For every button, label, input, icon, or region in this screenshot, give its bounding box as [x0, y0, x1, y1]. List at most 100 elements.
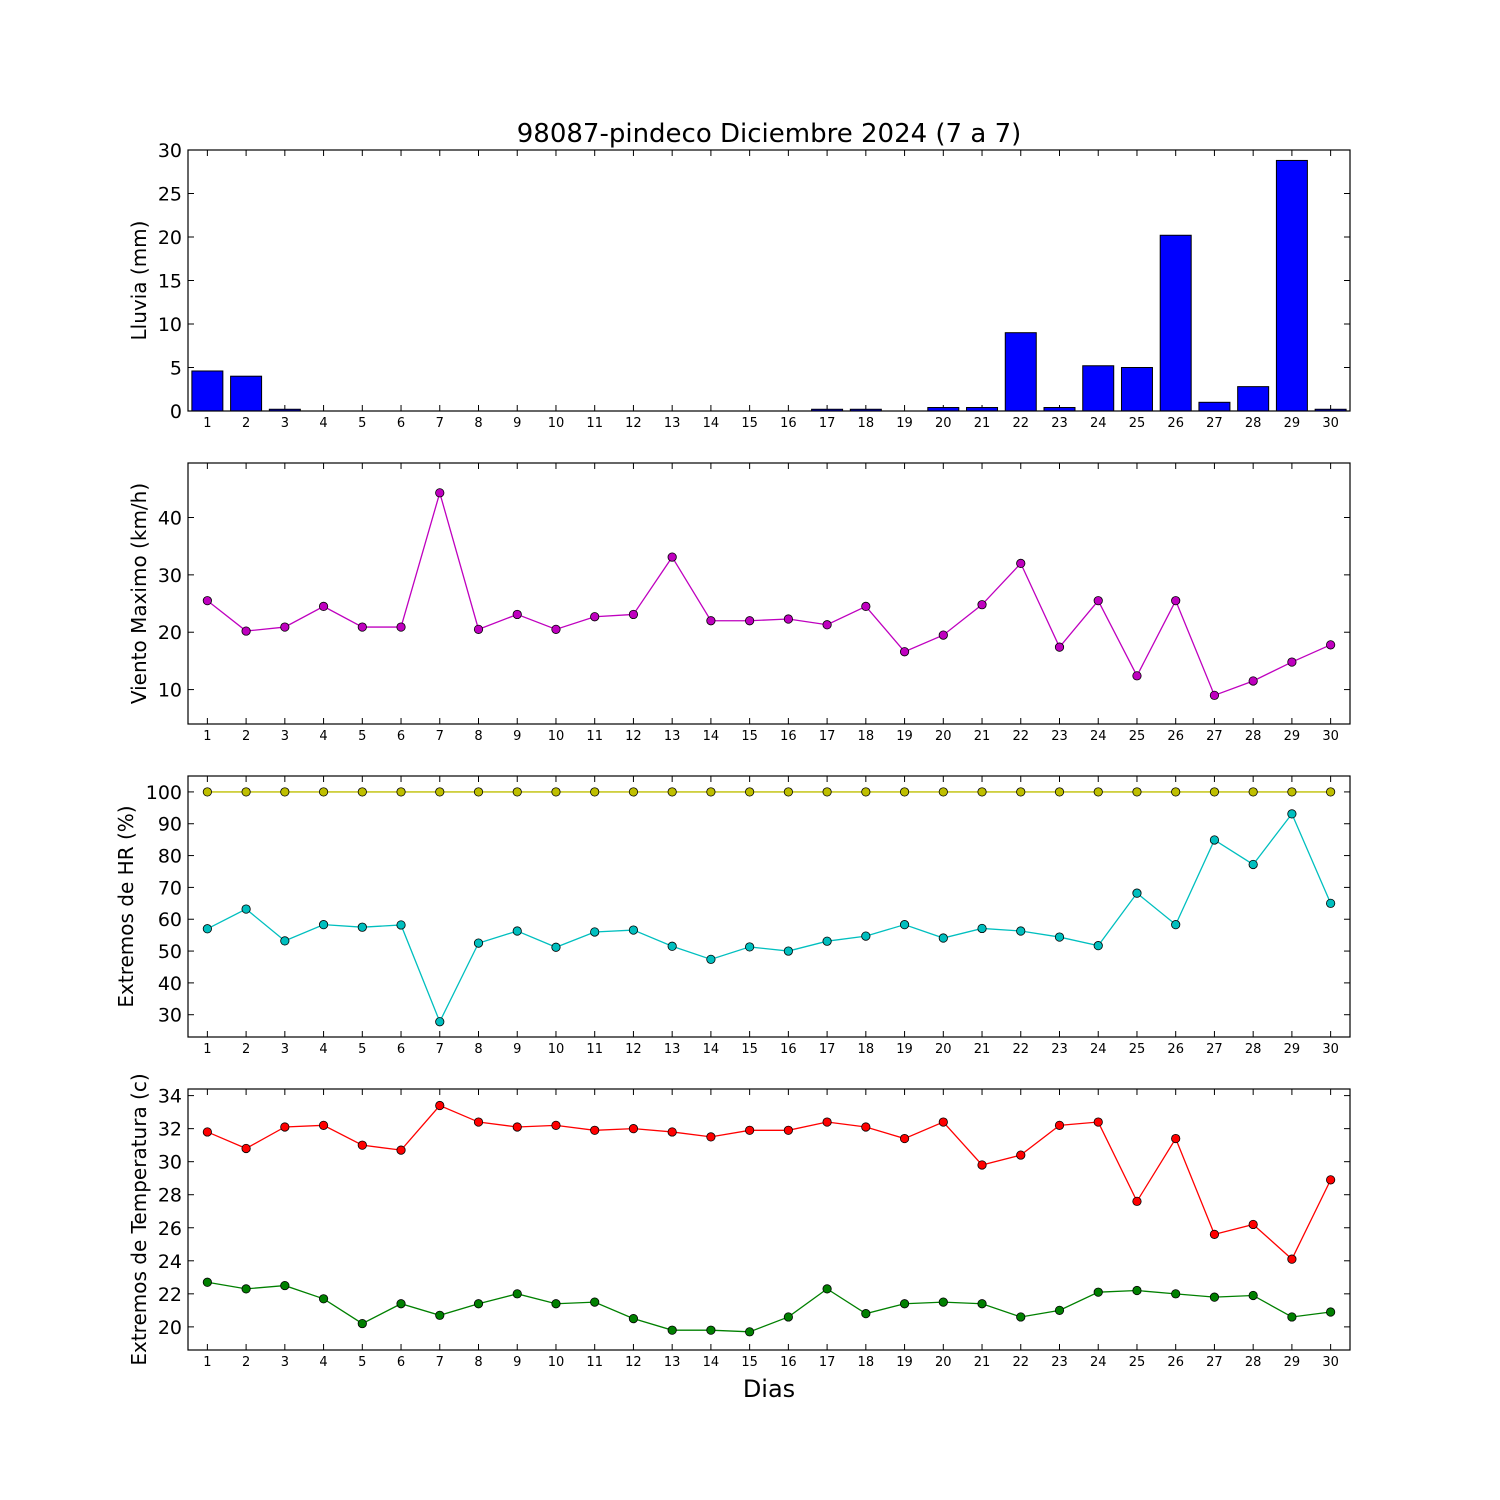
- x-tick-label: 24: [1090, 416, 1107, 431]
- data-point: [512, 926, 522, 936]
- data-point: [590, 787, 600, 797]
- x-tick-label: 1: [203, 416, 211, 431]
- y-tick-label: 70: [158, 877, 182, 899]
- y-tick-label: 60: [158, 909, 182, 931]
- data-point: [899, 1133, 910, 1144]
- data-point: [783, 1312, 793, 1322]
- data-point: [861, 1309, 871, 1319]
- x-tick-label: 5: [358, 729, 366, 744]
- data-point: [1209, 835, 1220, 845]
- x-tick-label: 25: [1129, 729, 1146, 744]
- data-point: [822, 1117, 832, 1127]
- x-tick-label: 12: [625, 1355, 642, 1370]
- x-tick-label: 23: [1051, 729, 1068, 744]
- data-point: [318, 601, 329, 612]
- data-point: [202, 924, 212, 934]
- x-tick-label: 1: [203, 1355, 211, 1370]
- x-tick-label: 11: [586, 729, 603, 744]
- x-axis-label: Dias: [743, 1375, 795, 1403]
- data-point: [590, 1297, 600, 1307]
- x-tick-label: 1: [203, 729, 211, 744]
- data-point: [1326, 1307, 1336, 1317]
- data-point: [396, 787, 406, 797]
- y-tick-label: 40: [158, 507, 182, 529]
- data-point: [202, 596, 212, 606]
- x-tick-label: 4: [319, 1042, 327, 1057]
- chart-title: 98087-pindeco Diciembre 2024 (7 a 7): [517, 119, 1022, 149]
- y-tick-label: 22: [158, 1284, 182, 1306]
- x-tick-label: 14: [703, 729, 720, 744]
- x-tick-label: 28: [1245, 729, 1262, 744]
- x-tick-label: 18: [858, 1042, 875, 1057]
- x-tick-label: 3: [281, 729, 289, 744]
- data-point: [706, 1325, 716, 1335]
- x-tick-label: 22: [1012, 1042, 1029, 1057]
- x-tick-label: 14: [703, 1355, 720, 1370]
- x-tick-label: 17: [819, 416, 836, 431]
- data-point: [706, 787, 716, 797]
- data-point: [1171, 920, 1181, 930]
- data-point: [280, 936, 290, 946]
- x-tick-label: 19: [896, 1355, 913, 1370]
- x-tick-label: 15: [741, 416, 758, 431]
- data-point: [628, 609, 639, 620]
- x-tick-label: 24: [1090, 1042, 1107, 1057]
- data-point: [1171, 1133, 1181, 1144]
- data-point: [822, 620, 832, 630]
- x-tick-label: 9: [513, 416, 521, 431]
- x-tick-label: 15: [741, 1355, 758, 1370]
- data-point: [357, 622, 367, 632]
- data-point: [1171, 1289, 1181, 1299]
- x-tick-label: 3: [281, 416, 289, 431]
- x-tick-label: 21: [974, 729, 991, 744]
- x-tick-label: 14: [703, 416, 720, 431]
- x-tick-label: 29: [1284, 729, 1301, 744]
- data-point: [396, 622, 406, 632]
- data-point: [938, 1117, 948, 1127]
- plot-frame: [187, 775, 1351, 1038]
- data-point: [1248, 676, 1258, 686]
- data-point: [1209, 787, 1220, 797]
- data-point: [745, 787, 755, 797]
- y-axis-label: Viento Maximo (km/h): [127, 483, 151, 704]
- y-tick-label: 20: [158, 227, 182, 249]
- y-tick-label: 24: [158, 1251, 182, 1273]
- x-tick-label: 4: [319, 416, 327, 431]
- y-tick-label: 32: [158, 1119, 182, 1141]
- data-point: [1016, 787, 1026, 797]
- data-point: [1171, 596, 1181, 606]
- data-point: [1093, 1117, 1103, 1127]
- data-point: [1209, 690, 1220, 700]
- data-point: [899, 920, 910, 930]
- data-point: [551, 787, 561, 797]
- plot-frame: [187, 149, 1351, 412]
- y-axis-label: Extremos de Temperatura (c): [127, 1073, 151, 1365]
- data-point: [1287, 809, 1297, 819]
- x-tick-label: 22: [1012, 729, 1029, 744]
- x-tick-label: 2: [242, 729, 250, 744]
- data-point: [628, 787, 639, 797]
- x-tick-label: 5: [358, 1042, 366, 1057]
- x-tick-label: 12: [625, 729, 642, 744]
- y-tick-label: 30: [158, 565, 182, 587]
- x-tick-label: 2: [242, 1042, 250, 1057]
- x-tick-label: 17: [819, 1355, 836, 1370]
- data-point: [745, 1125, 755, 1135]
- data-point: [938, 787, 948, 797]
- data-point: [1209, 1229, 1220, 1239]
- x-tick-label: 16: [780, 729, 797, 744]
- x-tick-label: 25: [1129, 1355, 1146, 1370]
- data-point: [280, 1280, 290, 1291]
- x-tick-label: 19: [896, 729, 913, 744]
- x-tick-label: 11: [586, 416, 603, 431]
- y-tick-label: 30: [158, 140, 182, 162]
- x-tick-label: 20: [935, 1042, 952, 1057]
- data-point: [241, 1284, 251, 1294]
- x-tick-label: 13: [664, 729, 681, 744]
- data-point: [1054, 787, 1065, 797]
- x-tick-label: 9: [513, 729, 521, 744]
- data-point: [357, 787, 367, 797]
- x-tick-label: 30: [1322, 729, 1339, 744]
- x-tick-label: 6: [397, 416, 405, 431]
- data-point: [1171, 787, 1181, 797]
